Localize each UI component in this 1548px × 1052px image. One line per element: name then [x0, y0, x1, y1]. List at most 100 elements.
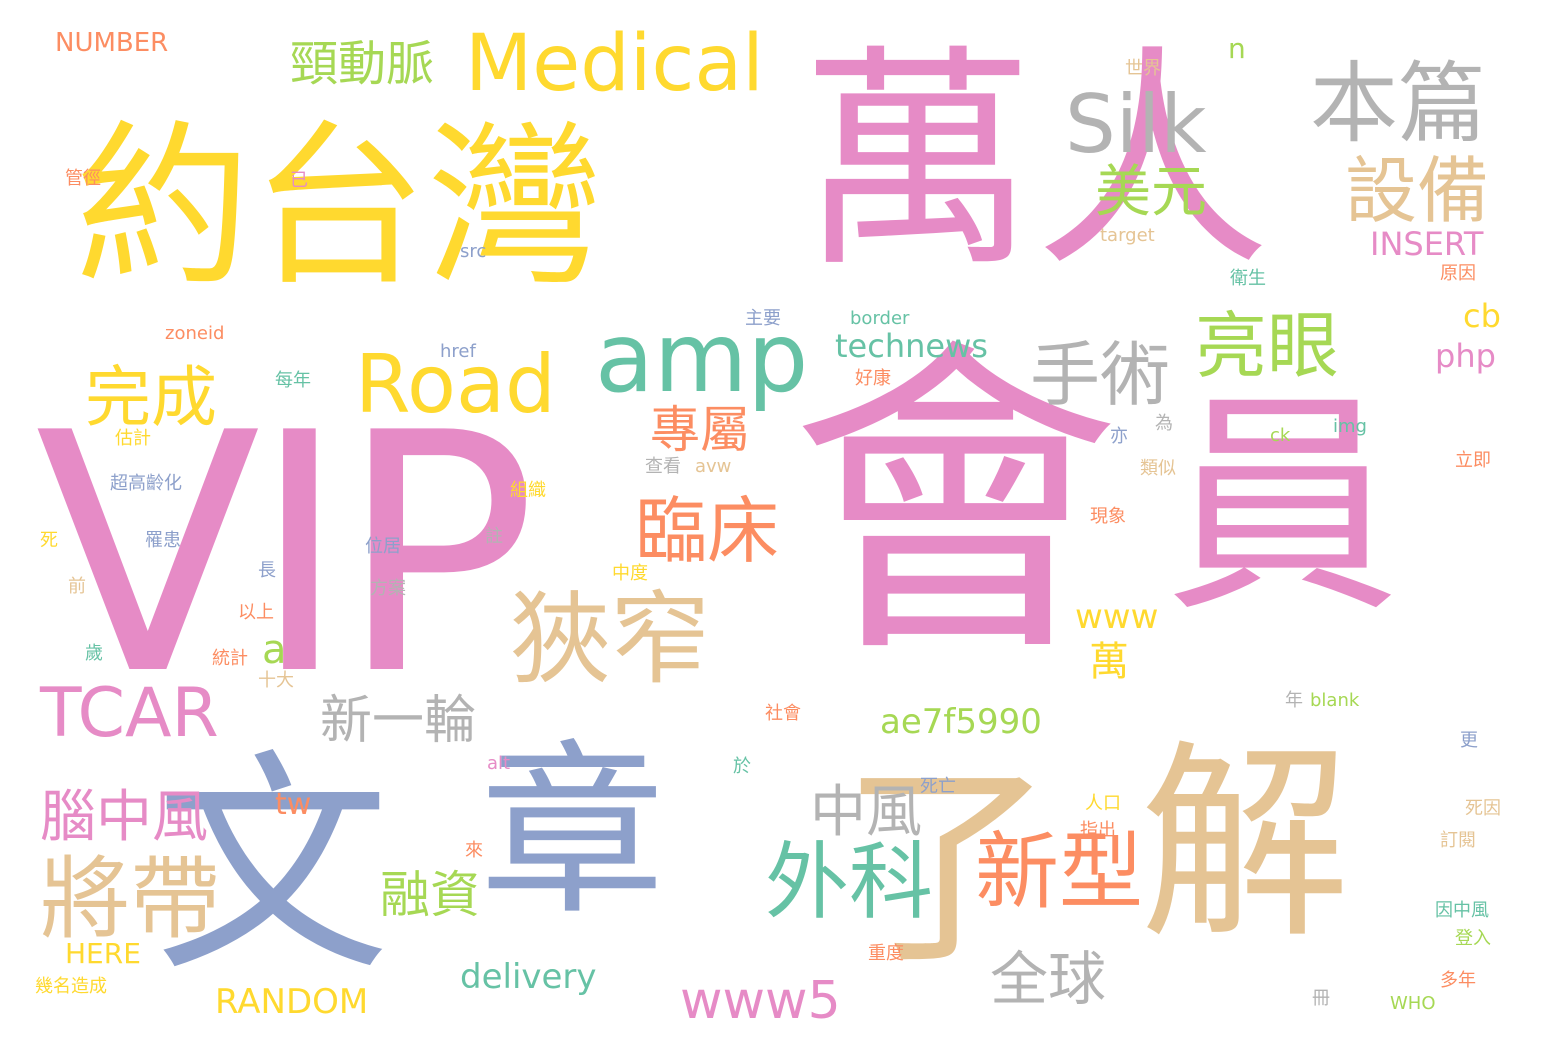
word-si: 死 [40, 530, 58, 551]
word-zu-zhi: 組織 [510, 480, 546, 501]
word-number: NUMBER [55, 28, 169, 58]
word-ding-yue: 訂閱 [1440, 830, 1476, 851]
word-wei-sheng: 衛生 [1230, 268, 1266, 289]
word-nian: 年 [1285, 690, 1303, 711]
word-n: n [1228, 32, 1246, 65]
word-amp: amp [595, 302, 809, 414]
word-zhu-yao: 主要 [745, 308, 781, 329]
word-wei-ju: 位居 [365, 536, 401, 557]
word-ce: 冊 [1312, 988, 1330, 1009]
word-alt: alt [487, 753, 511, 774]
word-ck: ck [1270, 425, 1291, 446]
word-shi-jie: 世界 [1125, 58, 1161, 79]
word-shou-shu: 手術 [1030, 334, 1170, 416]
word-xian-xiang: 現象 [1090, 506, 1126, 527]
word-lin-chuang: 臨床 [635, 489, 780, 573]
word-target: target [1100, 225, 1155, 246]
word-ji-ming-zao-cheng: 幾名造成 [35, 976, 107, 997]
word-yin-zhong-feng: 因中風 [1435, 900, 1489, 921]
word-src: src [460, 241, 487, 262]
word-mei-yuan: 美元 [1095, 160, 1207, 225]
word-random: RANDOM [215, 982, 369, 1022]
word-border: border [850, 308, 910, 329]
word-fang-an: 方案 [370, 578, 406, 599]
word-xin-yi-lun: 新一輪 [320, 691, 477, 751]
word-zhi-chu: 指出 [1080, 820, 1116, 841]
word-zhong-feng: 中風 [810, 780, 922, 845]
word-duo-nian: 多年 [1440, 970, 1476, 991]
word-nao-zhong-feng: 腦中風 [40, 785, 208, 850]
word-liang-yan: 亮眼 [1195, 304, 1340, 388]
word-jing-dong-mai: 頸動脈 [290, 36, 435, 92]
word-yi-shang: 以上 [238, 602, 274, 623]
word-php: php [1435, 337, 1496, 375]
word-cb: cb [1463, 297, 1501, 335]
word-zhuan-shu: 專屬 [650, 401, 750, 459]
word-ren-kou: 人口 [1085, 793, 1121, 814]
word-qian: 前 [68, 576, 86, 597]
word-xin-xing: 新型 [975, 823, 1144, 921]
word-tw: tw [275, 787, 312, 822]
word-who: WHO [1390, 993, 1436, 1014]
word-yue-tai-wan: 約台灣 [75, 105, 604, 310]
word-hui: 會 [790, 313, 1120, 697]
word-here: HERE [65, 937, 141, 970]
word-ben-pian: 本篇 [1310, 52, 1487, 155]
word-wan-cheng: 完成 [85, 359, 217, 436]
word-wan: 萬 [1082, 640, 1128, 680]
word-lei-si: 類似 [1140, 458, 1176, 479]
word-zhong-du-2: 重度 [868, 943, 904, 964]
word-wai-ke: 外科 [765, 833, 934, 931]
word-mei-nian: 每年 [275, 370, 311, 391]
word-geng: 更 [1460, 730, 1478, 751]
word-luo-huan: 罹患 [145, 530, 181, 551]
word-www: www [1075, 597, 1159, 637]
word-tcar: TCAR [40, 674, 219, 753]
word-chao-gao-ling-hua: 超高齡化 [110, 473, 182, 494]
word-yi-2: 亦 [1110, 426, 1128, 447]
word-href: href [440, 341, 476, 362]
word-yi-1: 已 [290, 170, 308, 191]
word-wei: 為 [1155, 413, 1173, 434]
word-ae7f5990: ae7f5990 [880, 702, 1042, 742]
word-medical: Medical [465, 19, 764, 109]
word-zhu: 註 [485, 526, 503, 547]
word-tong-ji: 統計 [212, 648, 248, 669]
word-yuan: 員 [1165, 371, 1400, 644]
word-yuan-yin: 原因 [1440, 263, 1476, 284]
word-guan-jing: 管徑 [65, 168, 101, 189]
word-liao: 了 [840, 742, 1055, 993]
word-sui: 歲 [85, 643, 103, 664]
word-technews: technews [835, 327, 988, 365]
word-she-hui: 社會 [765, 703, 801, 724]
word-si-yin: 死因 [1465, 798, 1501, 819]
word-insert: INSERT [1370, 225, 1484, 263]
word-vip: VIP [35, 363, 537, 747]
word-a: a [262, 627, 287, 673]
word-xia-zhai: 狹窄 [510, 581, 710, 698]
word-silk: Silk [1065, 78, 1207, 171]
word-deng-ru: 登入 [1455, 928, 1491, 949]
word-chang: 長 [258, 560, 276, 581]
word-avw: avw [695, 456, 732, 477]
word-yu: 於 [733, 756, 751, 777]
word-blank: blank [1310, 690, 1360, 711]
word-delivery: delivery [460, 957, 597, 997]
word-wen: 文 [155, 731, 390, 1004]
word-zhang: 章 [480, 724, 665, 940]
word-lai: 來 [465, 840, 483, 861]
word-jiang-dai: 將帶 [40, 847, 220, 952]
word-rong-zi: 融資 [380, 866, 480, 924]
word-hao-kang: 好康 [855, 368, 891, 389]
word-quan-qiu: 全球 [990, 945, 1107, 1013]
word-img: img [1333, 416, 1367, 437]
word-road: Road [355, 338, 556, 431]
word-li-ji: 立即 [1455, 450, 1491, 471]
word-she-bei: 設備 [1345, 149, 1490, 233]
word-zoneid: zoneid [165, 323, 225, 344]
word-www5: www5 [680, 971, 841, 1031]
word-jie: 解 [1140, 722, 1351, 967]
word-gu-ji: 估計 [115, 428, 151, 449]
word-zhong-du: 中度 [612, 563, 648, 584]
